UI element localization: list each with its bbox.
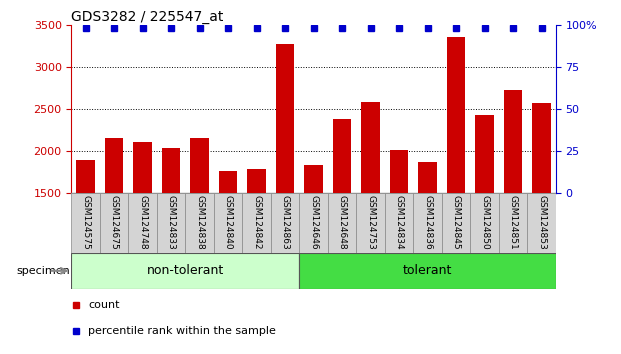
Text: GSM124834: GSM124834 bbox=[394, 195, 404, 249]
Bar bbox=[414, 193, 442, 253]
Bar bbox=[134, 142, 152, 193]
Bar bbox=[247, 169, 266, 193]
Text: GSM124833: GSM124833 bbox=[166, 195, 176, 250]
Bar bbox=[214, 193, 242, 253]
Bar bbox=[390, 150, 409, 193]
Bar bbox=[157, 193, 186, 253]
Bar bbox=[105, 138, 124, 193]
Bar bbox=[532, 103, 551, 193]
Bar bbox=[475, 115, 494, 193]
Text: GSM124836: GSM124836 bbox=[423, 195, 432, 250]
Text: GSM124840: GSM124840 bbox=[224, 195, 233, 249]
Bar bbox=[276, 44, 294, 193]
Bar bbox=[219, 171, 237, 193]
Text: GSM124575: GSM124575 bbox=[81, 195, 90, 250]
Bar bbox=[299, 253, 556, 289]
Bar bbox=[442, 193, 470, 253]
Bar bbox=[71, 193, 100, 253]
Text: GDS3282 / 225547_at: GDS3282 / 225547_at bbox=[71, 10, 224, 24]
Bar bbox=[71, 253, 299, 289]
Text: percentile rank within the sample: percentile rank within the sample bbox=[88, 326, 276, 336]
Text: GSM124753: GSM124753 bbox=[366, 195, 375, 250]
Bar bbox=[76, 160, 95, 193]
Bar bbox=[100, 193, 129, 253]
Bar bbox=[504, 90, 522, 193]
Bar bbox=[333, 119, 351, 193]
Text: GSM124850: GSM124850 bbox=[480, 195, 489, 250]
Text: GSM124853: GSM124853 bbox=[537, 195, 546, 250]
Bar bbox=[299, 193, 328, 253]
Bar bbox=[186, 193, 214, 253]
Text: GSM124646: GSM124646 bbox=[309, 195, 318, 249]
Bar bbox=[304, 165, 323, 193]
Bar bbox=[129, 193, 157, 253]
Bar bbox=[447, 38, 465, 193]
Bar bbox=[470, 193, 499, 253]
Bar bbox=[271, 193, 299, 253]
Bar bbox=[328, 193, 356, 253]
Text: non-tolerant: non-tolerant bbox=[147, 264, 224, 277]
Text: GSM124845: GSM124845 bbox=[451, 195, 461, 249]
Text: specimen: specimen bbox=[16, 266, 70, 276]
Bar bbox=[527, 193, 556, 253]
Text: GSM124863: GSM124863 bbox=[281, 195, 289, 250]
Text: tolerant: tolerant bbox=[403, 264, 452, 277]
Bar bbox=[361, 102, 380, 193]
Text: count: count bbox=[88, 300, 120, 310]
Text: GSM124648: GSM124648 bbox=[338, 195, 347, 249]
Text: GSM124675: GSM124675 bbox=[110, 195, 119, 250]
Bar bbox=[162, 148, 180, 193]
Text: GSM124851: GSM124851 bbox=[509, 195, 517, 250]
Bar bbox=[385, 193, 414, 253]
Bar bbox=[242, 193, 271, 253]
Bar bbox=[191, 138, 209, 193]
Bar bbox=[499, 193, 527, 253]
Text: GSM124842: GSM124842 bbox=[252, 195, 261, 249]
Bar bbox=[356, 193, 385, 253]
Text: GSM124748: GSM124748 bbox=[138, 195, 147, 249]
Text: GSM124838: GSM124838 bbox=[195, 195, 204, 250]
Bar bbox=[419, 162, 437, 193]
